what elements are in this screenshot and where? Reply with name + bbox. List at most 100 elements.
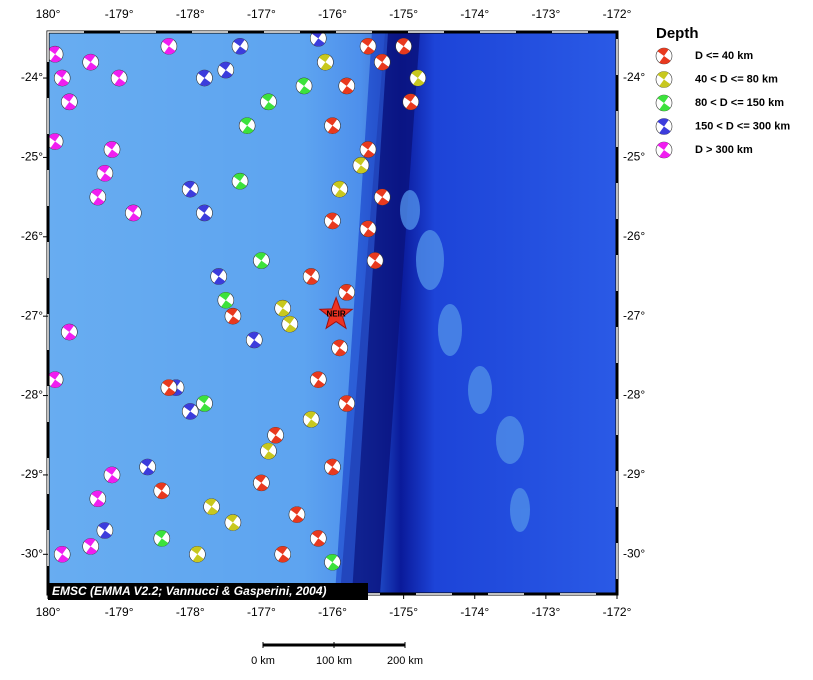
earthquake — [82, 53, 99, 71]
legend-label: D <= 40 km — [695, 50, 753, 62]
beachball-quadrant — [62, 324, 76, 341]
earthquake — [181, 180, 199, 198]
scale-label: 100 km — [316, 655, 352, 667]
earthquake — [274, 546, 292, 563]
earthquake — [89, 188, 107, 206]
lon-label-top: -172° — [603, 7, 632, 21]
beachball-quadrant — [98, 165, 112, 182]
lon-label-top: -178° — [176, 7, 205, 21]
earthquake — [324, 212, 341, 230]
earthquake — [274, 299, 292, 317]
beachball-quadrant — [105, 141, 119, 158]
beachball-quadrant — [55, 70, 69, 87]
legend-symbol — [655, 47, 673, 65]
beachball-quadrant — [48, 371, 62, 388]
lon-label-bottom: -178° — [176, 605, 205, 619]
earthquake — [231, 172, 249, 190]
beachball-quadrant — [226, 308, 240, 325]
beachball-quadrant — [205, 498, 219, 515]
legend-symbol — [655, 141, 673, 159]
beachball-quadrant — [276, 546, 290, 563]
earthquake — [302, 268, 320, 285]
beachball-quadrant — [62, 93, 76, 110]
earthquake — [338, 284, 356, 301]
lat-label-left: -28° — [21, 388, 43, 402]
earthquake — [196, 204, 213, 222]
beachball-quadrant — [91, 490, 105, 507]
earthquake — [217, 61, 235, 79]
lon-label-bottom: -179° — [105, 605, 134, 619]
events — [48, 32, 427, 571]
lon-label-top: -179° — [105, 7, 134, 21]
earthquake — [253, 474, 270, 492]
beachball-quadrant — [183, 181, 197, 198]
beachball-quadrant — [375, 189, 389, 206]
beachball-quadrant — [254, 252, 268, 269]
lat-label-right: -28° — [623, 388, 645, 402]
earthquake — [309, 32, 327, 47]
lat-label-right: -26° — [623, 229, 645, 243]
earthquake — [96, 164, 114, 182]
beachball-quadrant — [98, 522, 112, 539]
beachball-quadrant — [190, 546, 204, 563]
earthquake — [366, 252, 384, 269]
earthquake — [210, 268, 227, 285]
earthquake — [295, 77, 313, 95]
beachball-quadrant — [354, 157, 368, 174]
beachball-quadrant — [326, 554, 339, 571]
beachball-quadrant — [397, 38, 411, 55]
beachball-quadrant — [304, 268, 318, 285]
beachball-quadrant — [262, 443, 275, 460]
earthquake — [103, 466, 121, 484]
beachball-quadrant — [48, 46, 62, 63]
beachball-quadrant — [198, 395, 211, 412]
credit-box — [48, 583, 368, 600]
earthquake — [338, 77, 356, 95]
earthquake — [324, 458, 341, 476]
station-label: NEIR — [326, 310, 345, 319]
earthquake — [253, 252, 270, 269]
lon-label-top: -175° — [389, 7, 418, 21]
beachball-quadrant — [155, 530, 169, 547]
lon-label-bottom: 180° — [36, 605, 61, 619]
earthquake — [231, 37, 249, 55]
earthquake — [196, 395, 213, 412]
earthquake — [160, 379, 178, 396]
earthquake — [309, 371, 327, 388]
legend-label: 150 < D <= 300 km — [695, 120, 790, 132]
beachball-quadrant — [162, 38, 176, 55]
beachball-quadrant — [361, 220, 375, 237]
legend-label: D > 300 km — [695, 144, 753, 156]
credit: EMSC (EMMA V2.2; Vannucci & Gasperini, 2… — [52, 584, 327, 598]
beachball-quadrant — [105, 466, 119, 483]
beachball-quadrant — [48, 133, 62, 150]
earthquake — [160, 37, 178, 55]
earthquake — [53, 69, 71, 87]
earthquake — [203, 498, 220, 515]
beachball-quadrant — [657, 71, 671, 88]
beachball-quadrant — [262, 93, 275, 110]
earthquake — [338, 395, 356, 412]
beachball-quadrant — [233, 38, 247, 55]
earthquake — [181, 403, 199, 420]
beachball-quadrant — [55, 546, 69, 563]
beachball-quadrant — [212, 268, 226, 285]
beachball-quadrant — [311, 32, 325, 47]
beachball-quadrant — [290, 506, 304, 523]
earthquake — [224, 307, 242, 325]
earthquake — [196, 69, 213, 87]
beachball-quadrant — [112, 70, 126, 87]
beachball-quadrant — [297, 77, 311, 94]
earthquake — [288, 506, 306, 523]
earthquake — [402, 93, 420, 111]
earthquake — [61, 93, 78, 111]
earthquake — [317, 53, 334, 71]
beachball-quadrant — [233, 173, 247, 190]
beachball-quadrant — [311, 371, 325, 388]
earthquake — [352, 157, 370, 174]
earthquake — [48, 133, 64, 150]
lon-label-bottom: -174° — [460, 605, 489, 619]
earthquake — [359, 220, 377, 238]
lat-label-right: -24° — [623, 70, 645, 84]
